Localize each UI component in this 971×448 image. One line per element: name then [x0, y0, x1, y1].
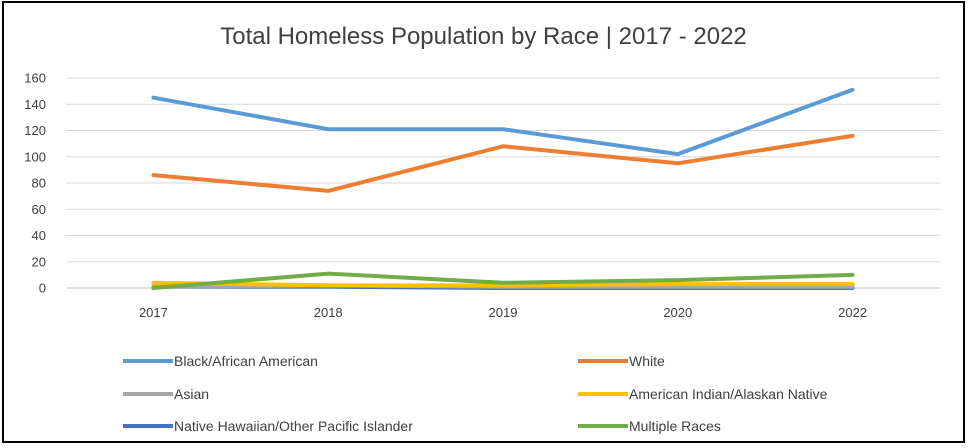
y-tick-label: 0	[39, 281, 46, 296]
y-tick-label: 60	[32, 202, 46, 217]
legend: Black/African American White Asian American…	[123, 353, 828, 434]
legend-label: White	[629, 353, 665, 369]
legend-label: Multiple Races	[629, 418, 721, 434]
chart-title: Total Homeless Population by Race | 2017…	[220, 23, 747, 50]
x-axis-tick-labels: 2017 2018 2019 2020 2022	[139, 305, 867, 320]
y-tick-label: 20	[32, 254, 46, 269]
y-tick-label: 140	[24, 97, 46, 112]
legend-label: Asian	[174, 386, 209, 402]
y-tick-label: 120	[24, 123, 46, 138]
series-line-1	[151, 87, 855, 157]
legend-label: American Indian/Alaskan Native	[629, 386, 828, 402]
legend-label: Black/African American	[174, 353, 318, 369]
series-line-6	[151, 271, 855, 290]
y-tick-label: 80	[32, 176, 46, 191]
y-axis-tick-labels: 0 20 40 60 80 100 120 140 160	[24, 71, 46, 296]
series-line-2	[151, 133, 855, 193]
x-tick-label: 2022	[838, 305, 867, 320]
y-tick-label: 100	[24, 149, 46, 164]
x-tick-label: 2020	[663, 305, 692, 320]
y-tick-label: 160	[24, 71, 46, 86]
series-line-4	[151, 280, 855, 288]
x-tick-label: 2018	[314, 305, 343, 320]
gridlines	[66, 77, 940, 289]
x-tick-label: 2017	[139, 305, 168, 320]
x-tick-label: 2019	[489, 305, 518, 320]
legend-label: Native Hawaiian/Other Pacific Islander	[174, 418, 413, 434]
series-lines	[151, 87, 855, 290]
y-tick-label: 40	[32, 228, 46, 243]
chart-frame: Total Homeless Population by Race | 2017…	[2, 1, 965, 443]
